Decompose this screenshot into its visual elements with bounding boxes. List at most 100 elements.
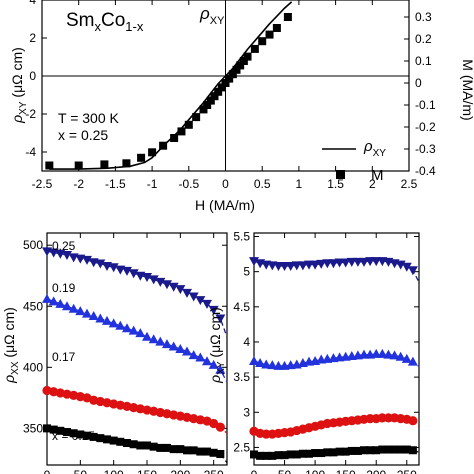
series-point-square — [129, 440, 138, 449]
series-point-square — [347, 446, 356, 455]
x-tick-label: 2.5 — [401, 177, 418, 191]
magnetization-point — [239, 57, 248, 65]
series-point-triangle-down — [328, 259, 339, 269]
y-right-tick-label: -0.4 — [415, 164, 436, 178]
series-point-square — [176, 445, 185, 454]
magnetization-point — [283, 13, 292, 21]
series-point-triangle-up — [249, 355, 259, 365]
bl-plot-frame — [46, 232, 228, 466]
series-point-square — [360, 446, 368, 455]
material-formula: SmxCo1-x — [66, 10, 144, 34]
rho-xy-annotation: ρXY — [199, 4, 225, 27]
series-point-triangle-up — [267, 360, 278, 370]
bl-y-axis-label: ρXX (μΩ cm) — [1, 307, 21, 384]
y-tick-label: 450 — [23, 299, 43, 313]
x-tick-label: 100 — [104, 468, 124, 474]
y-tick-label: 5.5 — [233, 230, 250, 244]
series-point-square — [353, 446, 362, 455]
series-point-triangle-up — [135, 328, 146, 338]
y-tick-label: 4.5 — [233, 300, 250, 314]
series-point-triangle-up — [88, 311, 99, 321]
x-tick-label: 250 — [204, 468, 224, 474]
magnetization-point — [74, 161, 83, 170]
y-right-tick-label: 0 — [415, 76, 422, 90]
top-left-y-tick-labels: -4 -2 0 2 4 — [25, 0, 36, 159]
series-point-triangle-up — [128, 325, 139, 335]
series-point-triangle-up — [401, 353, 412, 363]
series-point-square — [43, 424, 51, 433]
series-point-square — [335, 447, 344, 456]
magnetization-point — [100, 160, 109, 169]
x-tick-label: 50 — [278, 468, 292, 474]
series-point-triangle-up — [168, 341, 179, 351]
series-point-square — [196, 447, 205, 456]
series-point-square — [274, 451, 283, 460]
x-tick-label: 150 — [137, 468, 157, 474]
series-point-triangle-up — [115, 320, 126, 330]
series-point-square — [408, 446, 417, 455]
x-tick-label: 1.5 — [327, 177, 344, 191]
y-tick-label: 2.5 — [233, 440, 250, 454]
series-point-triangle-down — [340, 258, 351, 268]
series-point-triangle-down — [148, 275, 159, 285]
hysteresis-panel: -2.5 -2 -1.5 -1 -0.5 0 0.5 1 1.5 2 2.5 -4 -2 0 2 4 -0.… — [9, 0, 474, 213]
series-point-square — [209, 448, 218, 457]
magnetization-point — [225, 74, 234, 83]
y-right-tick-label: 0.1 — [415, 54, 432, 68]
series-label-017: 0.17 — [52, 350, 76, 364]
series-point-square — [56, 426, 65, 435]
y-tick-label: 3 — [243, 405, 250, 419]
x-tick-label: 250 — [397, 468, 417, 474]
series-point-triangle-down — [401, 262, 412, 272]
bl-y-tick-labels: 350 400 450 500 — [23, 238, 43, 435]
y-left-tick-label: 2 — [29, 31, 36, 45]
series-point-square — [280, 451, 289, 460]
composition-label: x = 0.25 — [58, 127, 108, 143]
magnetization-point — [177, 127, 186, 136]
x-tick-label: 0 — [251, 468, 258, 474]
x-tick-label: 2 — [369, 177, 376, 191]
br-series-group — [249, 257, 420, 460]
series-point-square — [292, 450, 301, 459]
series-point-triangle-up — [208, 359, 219, 369]
magnetization-point — [184, 120, 193, 129]
magnetization-point — [243, 52, 252, 61]
series-point-triangle-up — [162, 339, 172, 349]
series-point-triangle-down — [168, 282, 179, 292]
top-x-tick-labels: -2.5 -2 -1.5 -1 -0.5 0 0.5 1 1.5 2 2.5 — [32, 177, 418, 191]
series-point-triangle-down — [310, 260, 321, 270]
series-point-triangle-down — [188, 292, 199, 302]
br-plot-frame — [253, 232, 420, 466]
legend-marker-swatch — [336, 170, 345, 179]
series-point-square — [268, 451, 277, 460]
br-y-axis-label: ρXY (μΩ cm) — [207, 307, 227, 384]
magnetization-point — [265, 30, 274, 39]
y-tick-label: 350 — [23, 421, 43, 435]
series-point-square — [216, 450, 225, 459]
bl-x-tick-labels: 0 50 100 150 200 250 — [44, 468, 224, 474]
series-point-square — [116, 437, 125, 446]
x-tick-label: -1 — [147, 177, 158, 191]
series-point-square — [76, 430, 85, 439]
series-point-triangle-up — [195, 352, 206, 362]
series-point-triangle-down — [359, 257, 369, 267]
series-point-triangle-down — [128, 269, 139, 279]
magnetization-point — [148, 148, 157, 157]
top-x-axis-label: H (MA/m) — [195, 197, 255, 213]
series-point-triangle-down — [202, 299, 212, 309]
temperature-label: T = 300 K — [58, 110, 120, 126]
series-point-triangle-up — [102, 315, 112, 325]
x-tick-label: 150 — [336, 468, 356, 474]
series-point-triangle-down — [215, 314, 226, 324]
series-point-square — [163, 443, 171, 452]
top-right-y-tick-labels: -0.4 -0.3 -0.2 -0.1 0 0.1 0.2 0.3 — [415, 10, 436, 178]
series-point-triangle-down — [95, 259, 106, 269]
series-point-square — [329, 448, 338, 457]
br-x-tick-labels: 0 50 100 150 200 250 — [251, 468, 417, 474]
series-point-triangle-up — [175, 344, 186, 353]
top-left-y-axis-label: ρXY (μΩ cm) — [9, 47, 29, 124]
y-right-tick-label: -0.2 — [415, 120, 436, 134]
x-tick-label: -1.5 — [105, 177, 126, 191]
series-point-triangle-down — [142, 272, 152, 282]
series-point-triangle-up — [108, 318, 119, 328]
